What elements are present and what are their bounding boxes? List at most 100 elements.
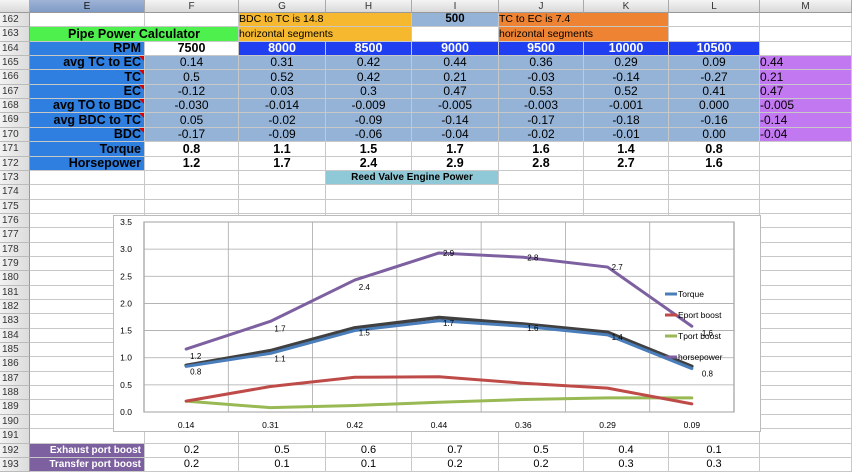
exhaust-port-label[interactable]: Exhaust port boost bbox=[30, 444, 145, 458]
horsepower-value[interactable]: 1.7 bbox=[239, 157, 326, 171]
row-header-191[interactable]: 191 bbox=[0, 429, 30, 444]
column-header-i[interactable]: I bbox=[412, 0, 499, 13]
column-header-f[interactable]: F bbox=[145, 0, 239, 13]
row-header-189[interactable]: 189 bbox=[0, 400, 30, 415]
row-header-185[interactable]: 185 bbox=[0, 343, 30, 357]
selected-rpm-value[interactable]: 0.44 bbox=[760, 56, 852, 70]
torque-value[interactable]: 1.6 bbox=[499, 142, 584, 157]
parameter-value[interactable]: 0.05 bbox=[145, 113, 239, 128]
row-header-192[interactable]: 192 bbox=[0, 444, 30, 458]
grid-cell[interactable] bbox=[760, 386, 852, 400]
torque-value[interactable]: 1.7 bbox=[412, 142, 499, 157]
transfer-port-label[interactable]: Transfer port boost bbox=[30, 458, 145, 472]
grid-cell[interactable] bbox=[760, 271, 852, 286]
parameter-label[interactable]: avg TC to EC bbox=[30, 56, 145, 70]
grid-cell[interactable] bbox=[584, 185, 669, 200]
row-header-166[interactable]: 166 bbox=[0, 70, 30, 85]
selected-rpm-value[interactable]: -0.04 bbox=[760, 128, 852, 142]
column-header-h[interactable]: H bbox=[326, 0, 412, 13]
grid-cell[interactable] bbox=[412, 185, 499, 200]
row-header-190[interactable]: 190 bbox=[0, 415, 30, 429]
grid-cell[interactable] bbox=[669, 171, 760, 185]
grid-cell[interactable] bbox=[584, 200, 669, 214]
row-header-171[interactable]: 171 bbox=[0, 142, 30, 157]
rpm-value[interactable]: 8000 bbox=[239, 42, 326, 56]
torque-label[interactable]: Torque bbox=[30, 142, 145, 157]
column-header-e[interactable]: E bbox=[30, 0, 145, 13]
exhaust-port-value[interactable]: 0.6 bbox=[326, 444, 412, 458]
row-header-173[interactable]: 173 bbox=[0, 171, 30, 185]
parameter-value[interactable]: -0.09 bbox=[326, 113, 412, 128]
parameter-value[interactable]: 0.29 bbox=[584, 56, 669, 70]
grid-cell[interactable] bbox=[760, 42, 852, 56]
parameter-value[interactable]: -0.17 bbox=[145, 128, 239, 142]
parameter-value[interactable]: 0.3 bbox=[326, 85, 412, 99]
parameter-label[interactable]: EC bbox=[30, 85, 145, 99]
rpm-label[interactable]: RPM bbox=[30, 42, 145, 56]
parameter-value[interactable]: -0.12 bbox=[145, 85, 239, 99]
row-header-163[interactable]: 163 bbox=[0, 27, 30, 42]
row-header-182[interactable]: 182 bbox=[0, 300, 30, 314]
grid-cell[interactable] bbox=[760, 415, 852, 429]
rpm-value[interactable]: 7500 bbox=[145, 42, 239, 56]
grid-cell[interactable] bbox=[669, 13, 760, 27]
column-header-k[interactable]: K bbox=[584, 0, 669, 13]
rpm-input-cell[interactable]: 500 bbox=[412, 13, 499, 27]
transfer-port-value[interactable]: 0.1 bbox=[239, 458, 326, 472]
grid-cell[interactable] bbox=[412, 200, 499, 214]
parameter-value[interactable]: -0.09 bbox=[239, 128, 326, 142]
parameter-value[interactable]: -0.014 bbox=[239, 99, 326, 113]
grid-cell[interactable] bbox=[412, 429, 499, 444]
grid-cell[interactable] bbox=[760, 458, 852, 472]
grid-cell[interactable] bbox=[760, 13, 852, 27]
parameter-value[interactable]: 0.53 bbox=[499, 85, 584, 99]
parameter-value[interactable]: 0.41 bbox=[669, 85, 760, 99]
grid-cell[interactable] bbox=[145, 185, 239, 200]
grid-cell[interactable] bbox=[499, 200, 584, 214]
grid-cell[interactable] bbox=[239, 171, 326, 185]
transfer-port-value[interactable]: 0.3 bbox=[669, 458, 760, 472]
row-header-180[interactable]: 180 bbox=[0, 271, 30, 286]
grid-cell[interactable] bbox=[760, 185, 852, 200]
parameter-value[interactable]: -0.009 bbox=[326, 99, 412, 113]
parameter-value[interactable]: 0.000 bbox=[669, 99, 760, 113]
grid-cell[interactable] bbox=[760, 243, 852, 257]
parameter-value[interactable]: 0.52 bbox=[584, 85, 669, 99]
row-header-162[interactable]: 162 bbox=[0, 13, 30, 27]
grid-cell[interactable] bbox=[412, 27, 499, 42]
parameter-value[interactable]: -0.14 bbox=[584, 70, 669, 85]
row-header-186[interactable]: 186 bbox=[0, 357, 30, 372]
horsepower-value[interactable]: 2.9 bbox=[412, 157, 499, 171]
grid-cell[interactable] bbox=[239, 429, 326, 444]
parameter-value[interactable]: -0.030 bbox=[145, 99, 239, 113]
grid-cell[interactable] bbox=[326, 200, 412, 214]
parameter-label[interactable]: avg BDC to TC bbox=[30, 113, 145, 128]
selected-rpm-value[interactable]: -0.14 bbox=[760, 113, 852, 128]
row-header-174[interactable]: 174 bbox=[0, 185, 30, 200]
chart-title[interactable]: Reed Valve Engine Power bbox=[326, 171, 499, 185]
line-chart[interactable]: 0.0 0.5 1.0 1.5 2.0 2.5 3.0 3.5 0.14 0.31 0.42 0.44… bbox=[113, 215, 761, 432]
parameter-value[interactable]: -0.005 bbox=[412, 99, 499, 113]
row-header-172[interactable]: 172 bbox=[0, 157, 30, 171]
parameter-value[interactable]: 0.36 bbox=[499, 56, 584, 70]
rpm-value[interactable]: 9500 bbox=[499, 42, 584, 56]
parameter-value[interactable]: 0.09 bbox=[669, 56, 760, 70]
column-header-j[interactable]: J bbox=[499, 0, 584, 13]
transfer-port-value[interactable]: 0.3 bbox=[584, 458, 669, 472]
grid-cell[interactable] bbox=[760, 372, 852, 386]
grid-cell[interactable] bbox=[499, 185, 584, 200]
row-header-176[interactable]: 176 bbox=[0, 214, 30, 228]
parameter-value[interactable]: -0.02 bbox=[239, 113, 326, 128]
horsepower-label[interactable]: Horsepower bbox=[30, 157, 145, 171]
grid-cell[interactable] bbox=[760, 286, 852, 300]
parameter-value[interactable]: -0.001 bbox=[584, 99, 669, 113]
grid-cell[interactable] bbox=[760, 157, 852, 171]
transfer-port-value[interactable]: 0.2 bbox=[145, 458, 239, 472]
row-header-165[interactable]: 165 bbox=[0, 56, 30, 70]
column-header-l[interactable]: L bbox=[669, 0, 760, 13]
calculator-title[interactable]: Pipe Power Calculator bbox=[30, 27, 239, 42]
row-header-164[interactable]: 164 bbox=[0, 42, 30, 56]
column-header-m[interactable]: M bbox=[760, 0, 852, 13]
grid-cell[interactable] bbox=[760, 329, 852, 343]
exhaust-port-value[interactable]: 0.4 bbox=[584, 444, 669, 458]
